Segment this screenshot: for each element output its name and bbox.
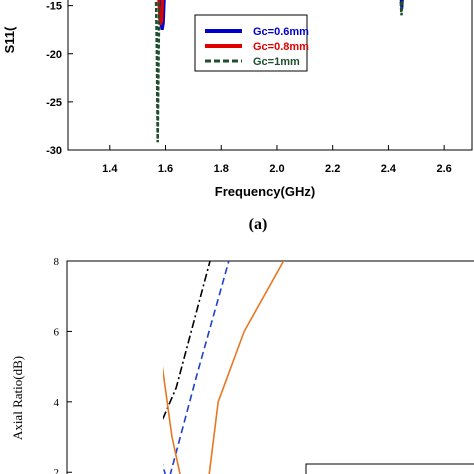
ar-y-axis-label: Axial Ratio(dB) bbox=[10, 356, 25, 440]
s11-x-tick-label: 1.6 bbox=[158, 163, 173, 175]
s11-series-line-2 bbox=[154, 0, 161, 143]
s11-plot-frame bbox=[67, 0, 473, 151]
s11-x-tick-label: 2.6 bbox=[436, 163, 451, 175]
s11-y-tick-label: -25 bbox=[46, 97, 62, 109]
legend-label-gc08: Gc=0.8mm bbox=[253, 41, 309, 53]
ar-series-line-3 bbox=[208, 261, 285, 474]
ar-series-line-1 bbox=[163, 261, 230, 474]
s11-chart: 1.4 1.6 1.8 2.0 2.2 2.4 2.6 -15 -20 -25 -30 S11( F… bbox=[2, 0, 473, 233]
ar-y-tick-label: 4 bbox=[54, 397, 60, 409]
s11-legend: Gc=0.6mm Gc=0.8mm Gc=1mm bbox=[194, 14, 309, 72]
s11-y-axis-label: S11( bbox=[2, 26, 17, 53]
ar-legend-box bbox=[305, 463, 474, 474]
ar-y-tick-label: 6 bbox=[54, 326, 60, 338]
panel-label-a: (a) bbox=[249, 216, 268, 233]
s11-x-tick-label: 1.8 bbox=[214, 163, 229, 175]
s11-y-tick-label: -15 bbox=[46, 1, 62, 13]
ar-y-tick-label: 8 bbox=[54, 256, 60, 268]
s11-y-tick-label: -20 bbox=[46, 49, 62, 61]
ar-series-line-0 bbox=[163, 261, 211, 421]
s11-x-tick-label: 2.2 bbox=[325, 163, 340, 175]
ar-plot-frame bbox=[66, 260, 474, 474]
s11-x-axis-label: Frequency(GHz) bbox=[215, 184, 315, 199]
ar-y-tick-label: 2 bbox=[54, 467, 60, 474]
s11-x-tick-label: 1.4 bbox=[102, 163, 118, 175]
legend-label-gc06: Gc=0.6mm bbox=[253, 26, 309, 38]
axial-ratio-chart: 8 6 4 2 Axial Ratio(dB) bbox=[10, 256, 474, 474]
ar-series-line-2 bbox=[163, 365, 181, 474]
s11-y-tick-label: -30 bbox=[46, 145, 62, 157]
s11-series-line-4 bbox=[399, 0, 404, 16]
legend-label-gc1: Gc=1mm bbox=[253, 56, 300, 68]
s11-x-tick-label: 2.4 bbox=[381, 163, 397, 175]
legend-box bbox=[194, 14, 308, 72]
s11-x-tick-label: 2.0 bbox=[269, 163, 284, 175]
